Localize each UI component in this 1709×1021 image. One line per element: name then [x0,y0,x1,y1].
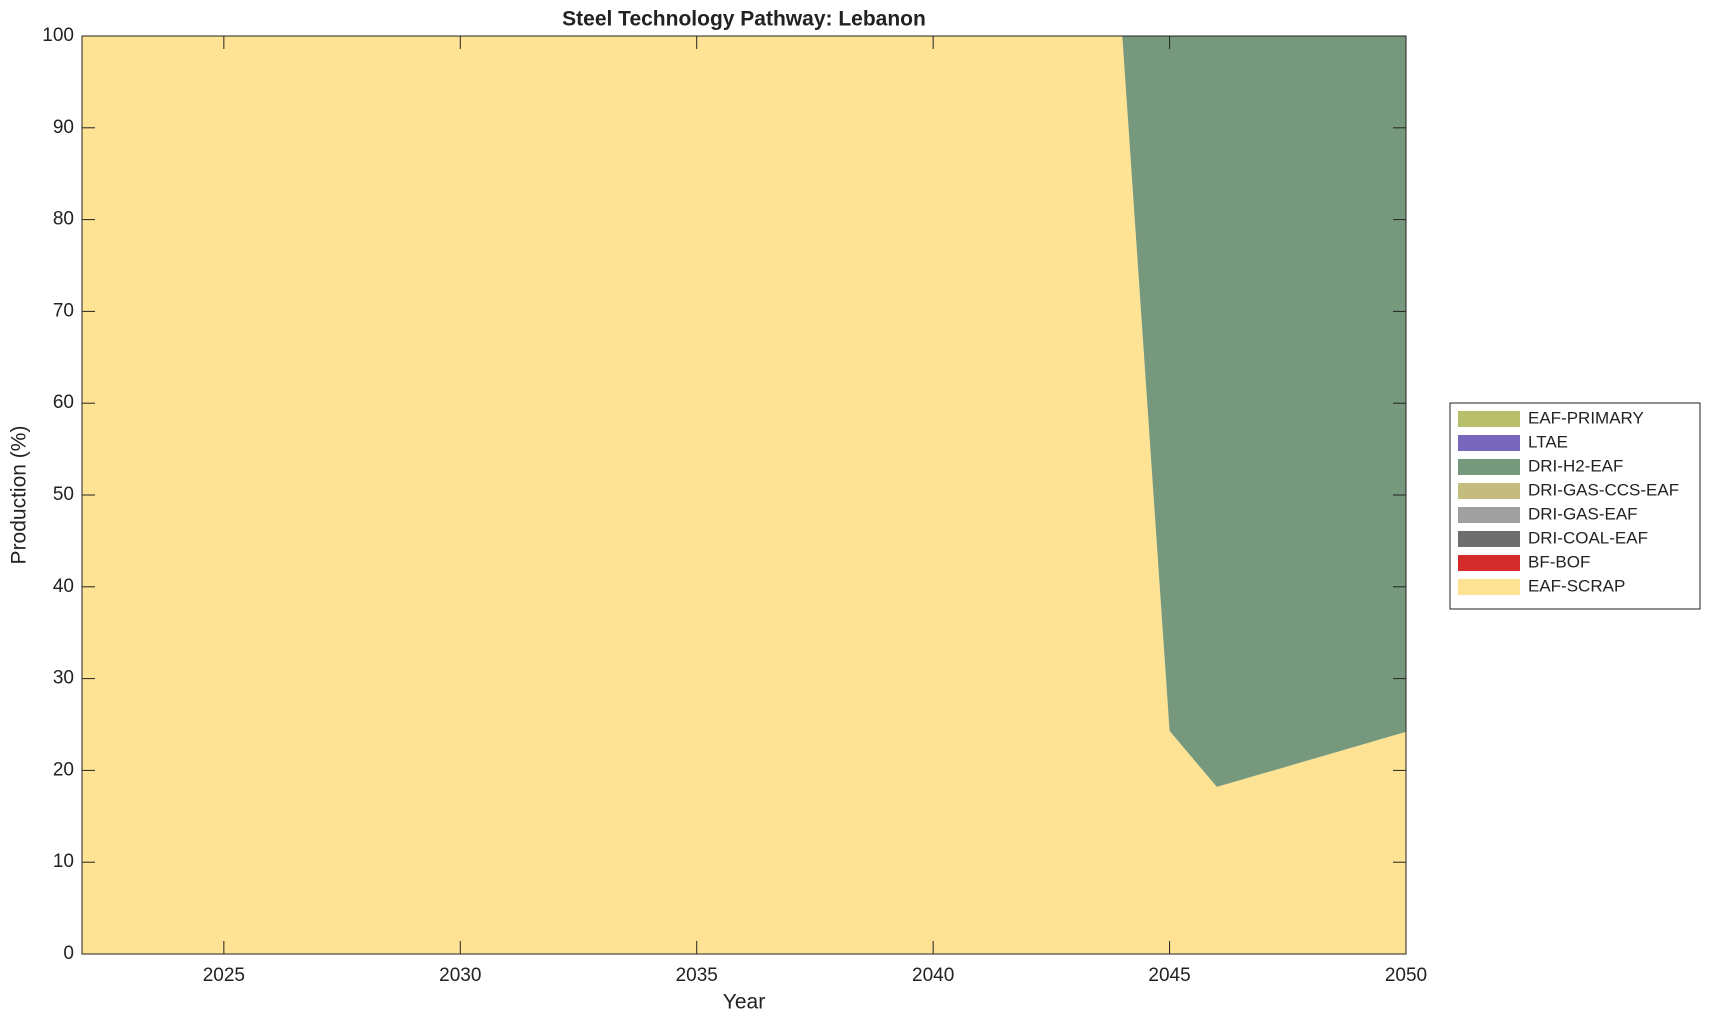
legend-swatch [1458,579,1520,595]
area [82,36,1406,787]
y-tick-label: 20 [53,759,74,780]
legend-swatch [1458,435,1520,451]
legend-label: EAF-PRIMARY [1528,408,1644,427]
legend-label: DRI-COAL-EAF [1528,528,1648,547]
legend-swatch [1458,507,1520,523]
legend-swatch [1458,555,1520,571]
y-tick-label: 40 [53,576,74,597]
y-tick-label: 0 [63,943,74,964]
y-axis-label: Production (%) [8,426,31,565]
y-tick-label: 50 [53,484,74,505]
x-tick-label: 2030 [439,965,481,986]
x-axis-label: Year [723,991,765,1014]
x-tick-label: 2040 [912,965,954,986]
y-tick-label: 100 [42,25,74,46]
area [82,36,1406,954]
legend-swatch [1458,531,1520,547]
legend-label: DRI-H2-EAF [1528,456,1623,475]
x-tick-label: 2025 [203,965,245,986]
legend-swatch [1458,411,1520,427]
legend-label: BF-BOF [1528,552,1590,571]
y-tick-label: 60 [53,392,74,413]
y-tick-label: 10 [53,851,74,872]
legend-label: EAF-SCRAP [1528,576,1625,595]
y-tick-label: 70 [53,300,74,321]
x-tick-label: 2050 [1385,965,1427,986]
legend-label: DRI-GAS-EAF [1528,504,1638,523]
legend-swatch [1458,483,1520,499]
legend: EAF-PRIMARY LTAE DRI-H2-EAF DRI-GAS-CCS-EAF… [1449,402,1701,610]
x-tick-label: 2045 [1148,965,1190,986]
legend-label: DRI-GAS-CCS-EAF [1528,480,1679,499]
y-tick-label: 30 [53,668,74,689]
legend-label: LTAE [1528,432,1568,451]
legend-swatch [1458,459,1520,475]
y-tick-label: 80 [53,209,74,230]
chart-title: Steel Technology Pathway: Lebanon [562,8,926,31]
y-tick-label: 90 [53,117,74,138]
x-tick-label: 2035 [676,965,718,986]
